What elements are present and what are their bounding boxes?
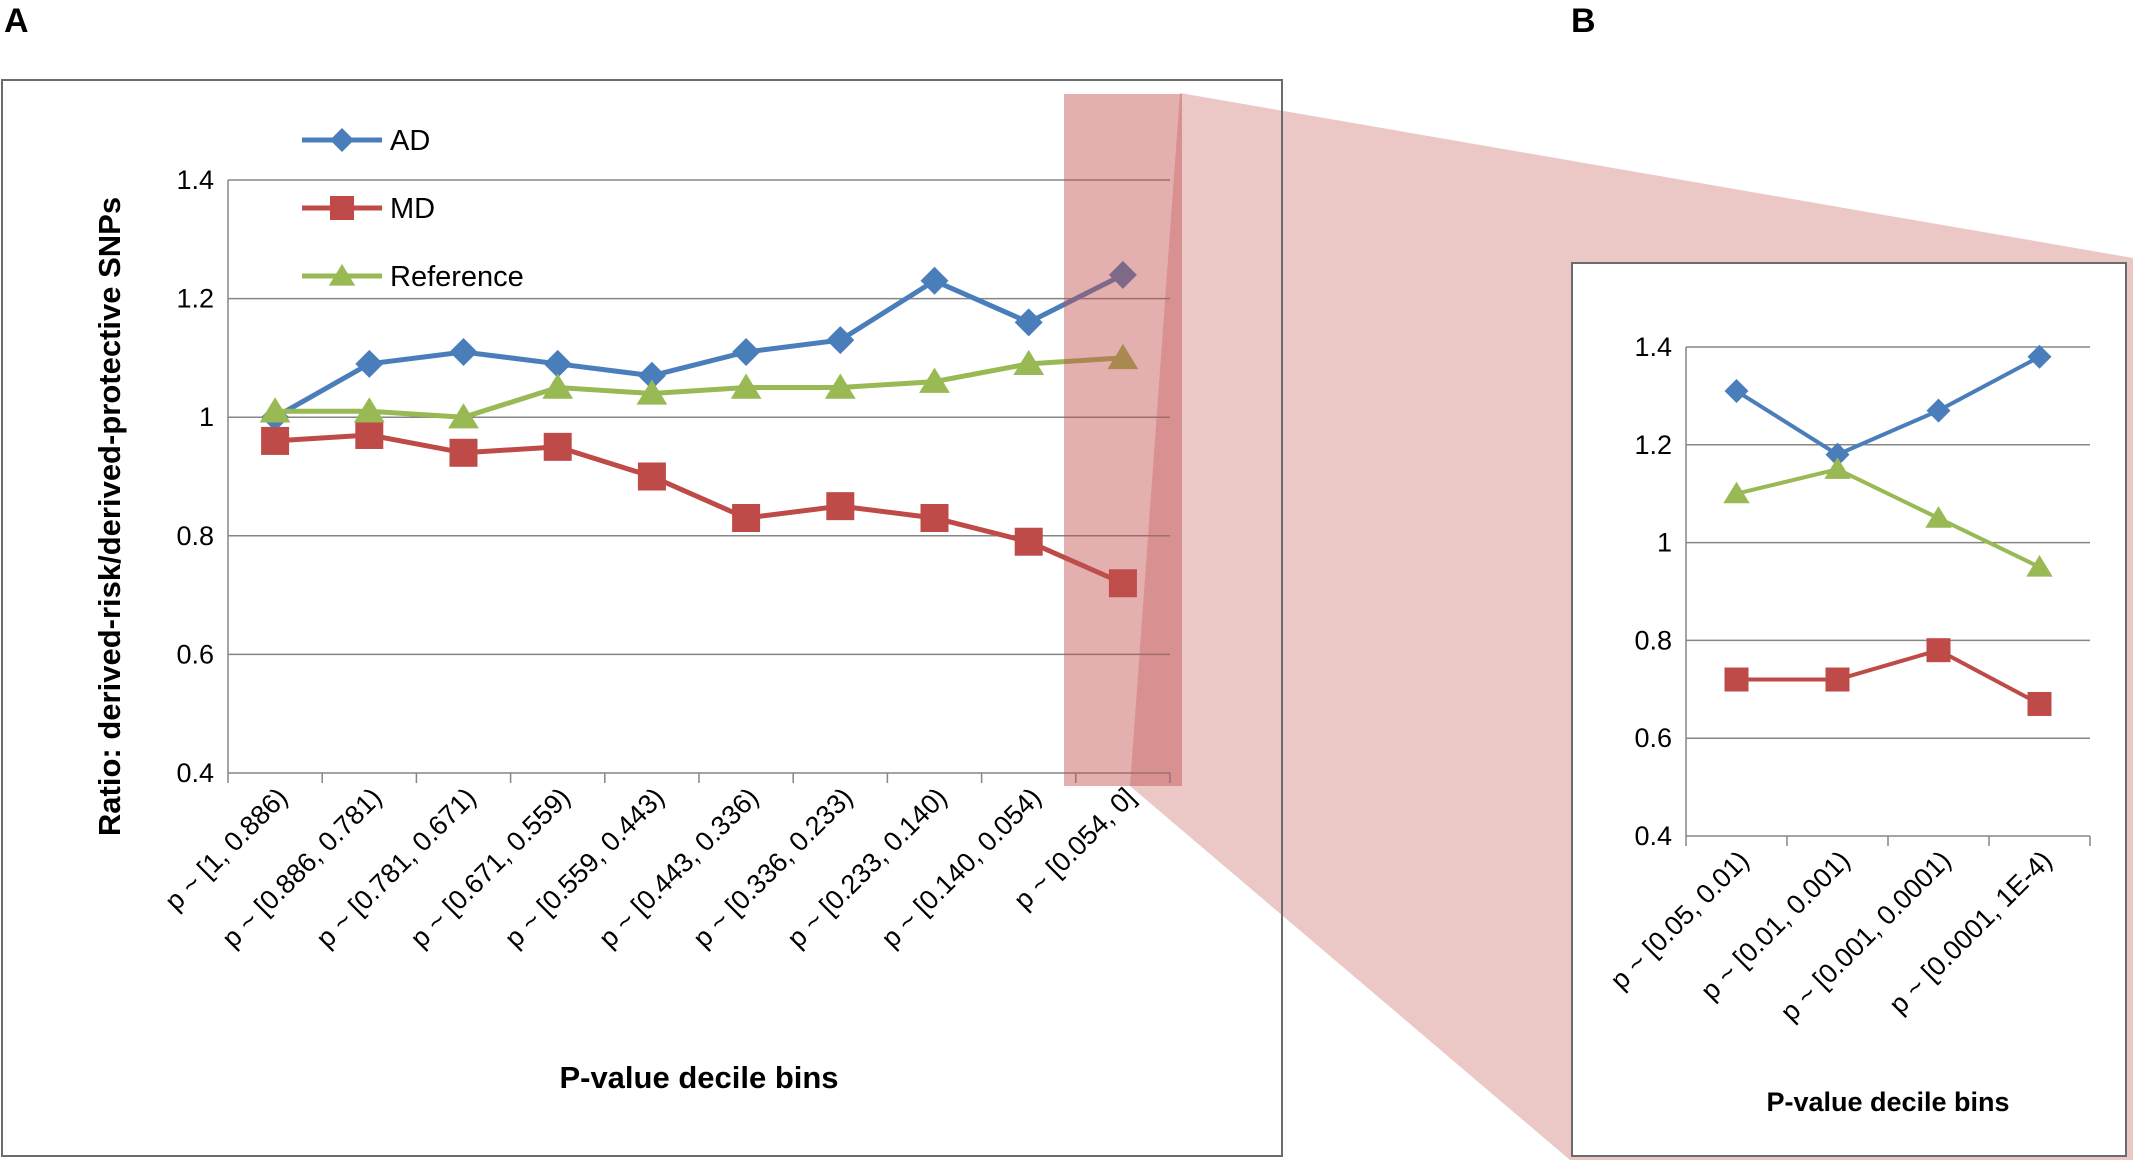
legend-marker-md (330, 196, 354, 220)
y-axis-title: Ratio: derived-risk/derived-protective S… (92, 197, 127, 836)
data-point-ad (1108, 260, 1137, 289)
x-tick-label: p ~ [0.781, 0.671) (310, 782, 481, 953)
x-tick-label: p ~ [0.671, 0.559) (405, 782, 576, 953)
data-point-md (1014, 527, 1043, 556)
series-line-reference (1736, 467, 2041, 569)
data-point-md (355, 420, 384, 449)
data-point-reference (824, 373, 856, 399)
series-line-md (274, 432, 1124, 586)
data-point-reference (1013, 349, 1045, 376)
data-point-ad (920, 266, 949, 295)
data-point-md (261, 426, 290, 455)
x-axis-title: P-value decile bins (1766, 1087, 2009, 1117)
y-tick-label: 0.6 (176, 639, 214, 669)
data-point-ad (1825, 442, 1850, 467)
y-tick-label: 0.6 (1634, 723, 1672, 753)
data-point-reference (259, 397, 291, 423)
data-point-reference (1723, 481, 1750, 504)
data-point-ad (826, 326, 855, 355)
data-point-md (449, 438, 478, 467)
legend-label-reference: Reference (390, 261, 524, 293)
data-point-ad (1724, 379, 1749, 404)
legend-marker-ad (330, 128, 354, 152)
series-line-ad (273, 272, 1125, 420)
y-tick-label: 1.2 (1634, 430, 1672, 460)
data-point-ad (732, 337, 761, 366)
y-tick-label: 0.4 (176, 758, 214, 788)
x-tick-label: p ~ [0.140, 0.054) (876, 782, 1047, 953)
chart-a: 0.40.60.811.21.4p ~ [1, 0.886)p ~ [0.886… (92, 125, 1171, 1095)
y-tick-label: 1.2 (176, 284, 214, 314)
data-point-md (826, 492, 855, 521)
y-tick-label: 0.4 (1634, 821, 1672, 851)
data-point-reference (1925, 506, 1952, 528)
data-point-reference (542, 373, 574, 399)
data-point-reference (2026, 555, 2053, 577)
x-tick-label: p ~ [0.443, 0.336) (593, 782, 764, 953)
data-point-reference (919, 367, 950, 393)
data-point-ad (637, 361, 666, 390)
y-tick-label: 1.4 (176, 165, 214, 195)
data-point-reference (636, 379, 668, 405)
data-point-md (2027, 691, 2052, 716)
data-point-reference (448, 403, 479, 429)
x-tick-label: p ~ [0.886, 0.781) (216, 782, 387, 953)
data-point-reference (1824, 457, 1851, 479)
x-axis-title: P-value decile bins (559, 1060, 838, 1095)
y-tick-label: 0.8 (1634, 625, 1672, 655)
data-point-reference (353, 397, 385, 423)
x-tick-label: p ~ [0.233, 0.140) (781, 782, 952, 953)
data-point-md (1825, 667, 1850, 692)
data-point-ad (2027, 344, 2052, 369)
panel-label-b: B (1571, 2, 1596, 40)
legend-label-ad: AD (390, 125, 430, 157)
x-tick-label: p ~ [0.336, 0.233) (687, 782, 858, 953)
panel-label-a: A (4, 2, 29, 40)
data-point-md (732, 504, 761, 533)
data-point-md (637, 462, 666, 491)
data-point-md (1724, 667, 1749, 692)
x-tick-label: p ~ [0.559, 0.443) (499, 782, 670, 953)
y-tick-label: 1 (1657, 528, 1672, 558)
y-tick-label: 1.4 (1634, 332, 1672, 362)
data-point-md (1108, 569, 1137, 598)
y-tick-label: 0.8 (176, 521, 214, 551)
data-point-ad (449, 337, 478, 366)
legend-label-md: MD (390, 193, 435, 225)
series-line-ad (1735, 355, 2041, 457)
data-point-reference (730, 373, 762, 399)
series-line-reference (275, 355, 1124, 420)
data-point-ad (1014, 308, 1043, 337)
data-point-reference (1107, 343, 1139, 370)
data-point-md (543, 432, 572, 461)
data-point-ad (1926, 398, 1951, 423)
panel-a-frame (1, 79, 1283, 1157)
legend-marker-reference (328, 264, 356, 286)
y-tick-label: 1 (199, 402, 214, 432)
data-point-ad (543, 349, 572, 378)
data-point-md (920, 504, 949, 533)
series-line-md (1736, 648, 2041, 706)
data-point-md (1926, 638, 1951, 663)
data-point-ad (355, 349, 384, 378)
highlight-region (1064, 94, 1182, 786)
